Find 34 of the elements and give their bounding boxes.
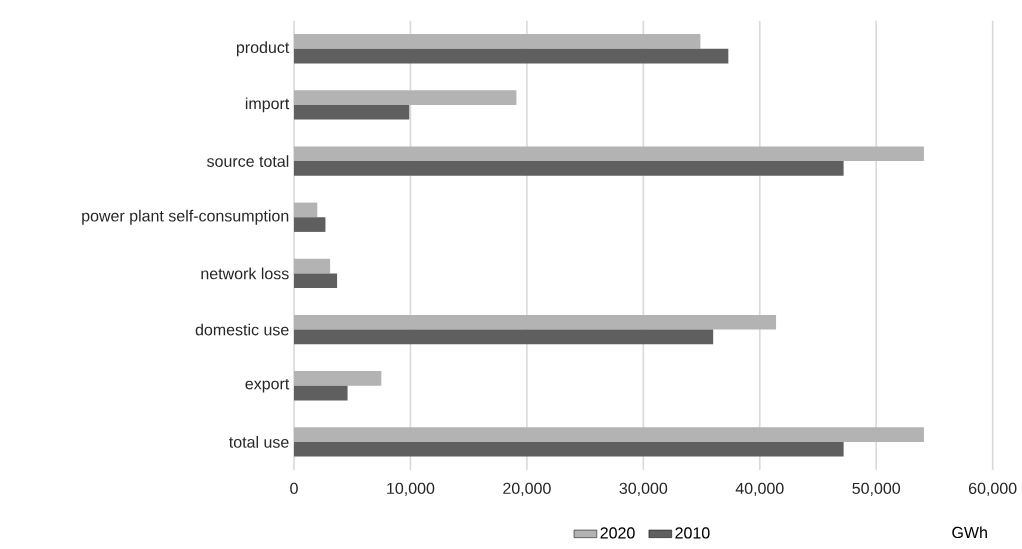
y-tick-label: source total bbox=[207, 155, 289, 167]
bar bbox=[294, 90, 517, 105]
bar bbox=[294, 217, 326, 232]
bar bbox=[294, 34, 701, 49]
bar bbox=[294, 104, 410, 120]
x-tick-label: 50,000 bbox=[852, 482, 901, 496]
bar bbox=[294, 48, 729, 64]
x-tick-label: 10,000 bbox=[387, 482, 435, 496]
bar bbox=[294, 161, 844, 176]
bar bbox=[294, 146, 924, 162]
bar bbox=[294, 441, 844, 457]
x-tick-label: 0 bbox=[290, 482, 298, 495]
bar bbox=[294, 202, 318, 218]
legend-label: 2020 bbox=[600, 527, 635, 539]
bar bbox=[294, 329, 714, 345]
x-tick-label: 30,000 bbox=[619, 482, 668, 496]
y-tick-label: domestic use bbox=[195, 323, 289, 336]
x-tick-label: 40,000 bbox=[735, 482, 784, 496]
bar bbox=[294, 427, 924, 442]
bar bbox=[294, 385, 348, 401]
y-tick-label: product bbox=[236, 41, 290, 57]
bar bbox=[294, 314, 777, 330]
bar bbox=[294, 273, 338, 289]
x-tick-label: 20,000 bbox=[503, 482, 551, 496]
y-tick-label: network loss bbox=[201, 267, 289, 280]
x-axis-title: GWh bbox=[952, 526, 987, 539]
y-tick-label: export bbox=[245, 378, 290, 393]
x-tick-label: 60,000 bbox=[969, 482, 1017, 496]
y-tick-label: total use bbox=[229, 436, 289, 448]
y-tick-label: power plant self-consumption bbox=[82, 209, 289, 225]
y-tick-label: import bbox=[245, 97, 290, 113]
bar bbox=[294, 258, 331, 274]
bar bbox=[294, 371, 382, 386]
legend-label: 2010 bbox=[675, 527, 710, 539]
